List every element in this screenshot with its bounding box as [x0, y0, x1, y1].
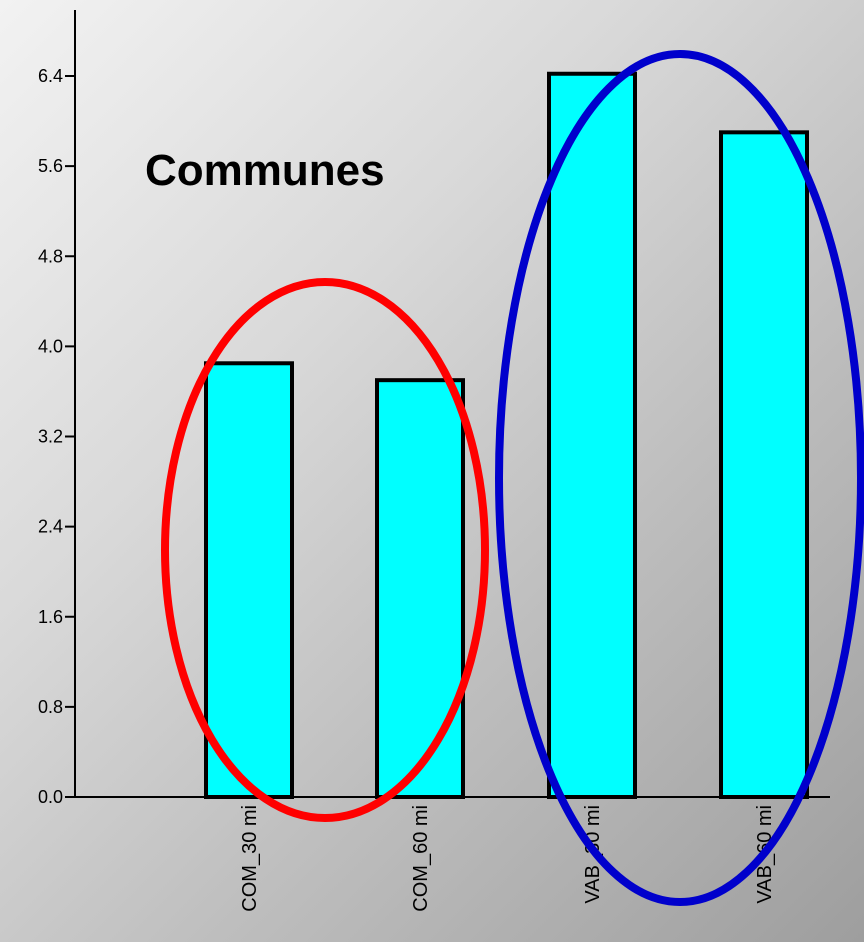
category-label: COM_60 mi: [410, 805, 432, 912]
y-ticks: 0.0 0.8 1.6 2.4 3.2 4.0 4.8 5.6 6.4: [38, 66, 75, 807]
y-tick-label: 4.8: [38, 246, 63, 266]
y-tick-label: 0.0: [38, 787, 63, 807]
y-tick-label: 6.4: [38, 66, 63, 86]
y-tick-label: 2.4: [38, 517, 63, 537]
bars: [204, 71, 809, 799]
red-ellipse-annotation: [161, 278, 489, 822]
bar: [204, 361, 294, 799]
y-tick-label: 5.6: [38, 156, 63, 176]
bar: [719, 130, 809, 799]
bar: [375, 378, 465, 799]
annotations: [161, 50, 864, 906]
category-label: COM_30 mi: [239, 805, 261, 912]
blue-ellipse-annotation: [495, 50, 864, 906]
y-tick-label: 3.2: [38, 427, 63, 447]
y-tick-label: 1.6: [38, 607, 63, 627]
y-tick-label: 0.8: [38, 697, 63, 717]
y-tick-label: 4.0: [38, 336, 63, 356]
chart-title: Communes: [145, 146, 385, 195]
bar: [547, 71, 637, 799]
